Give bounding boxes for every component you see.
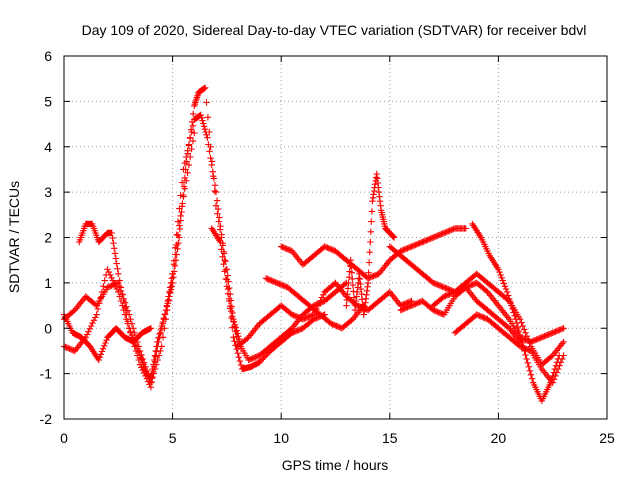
x-axis-label: GPS time / hours: [282, 457, 389, 473]
point-markers: [451, 311, 567, 386]
data-points: [60, 84, 567, 405]
series-track-9: [343, 170, 398, 318]
y-tick-label: 1: [44, 275, 52, 291]
chart-title: Day 109 of 2020, Sidereal Day-to-day VTE…: [82, 22, 587, 38]
point-markers: [469, 220, 563, 405]
y-tick-label: 5: [44, 93, 52, 109]
y-tick-label: 0: [44, 320, 52, 336]
series-track-10: [386, 243, 567, 346]
y-tick-labels: -2 -1 0 1 2 3 4 5 6: [40, 48, 53, 427]
y-tick-label: 3: [44, 184, 52, 200]
point-markers: [262, 275, 367, 332]
y-tick-label: -2: [40, 411, 53, 427]
y-tick-label: 2: [44, 230, 52, 246]
axis-ticks: [63, 55, 608, 420]
y-tick-label: -1: [40, 366, 53, 382]
y-tick-label: 6: [44, 48, 52, 64]
series-track-8: [278, 225, 469, 282]
point-markers: [386, 243, 567, 346]
series-track-7: [262, 275, 367, 332]
y-axis-label: SDTVAR / TECUs: [6, 181, 22, 293]
point-markers: [343, 170, 398, 318]
series-track-11: [397, 284, 524, 346]
series-track-13: [451, 311, 567, 386]
x-tick-labels: 0 5 10 15 20 25: [60, 430, 615, 446]
x-tick-label: 10: [273, 430, 289, 446]
series-track-14: [469, 220, 563, 405]
x-tick-label: 5: [169, 430, 177, 446]
point-markers: [278, 225, 469, 282]
x-tick-label: 25: [599, 430, 615, 446]
point-markers: [397, 284, 524, 346]
x-tick-label: 0: [60, 430, 68, 446]
x-tick-label: 20: [491, 430, 507, 446]
x-tick-label: 15: [382, 430, 398, 446]
y-tick-label: 4: [44, 139, 52, 155]
